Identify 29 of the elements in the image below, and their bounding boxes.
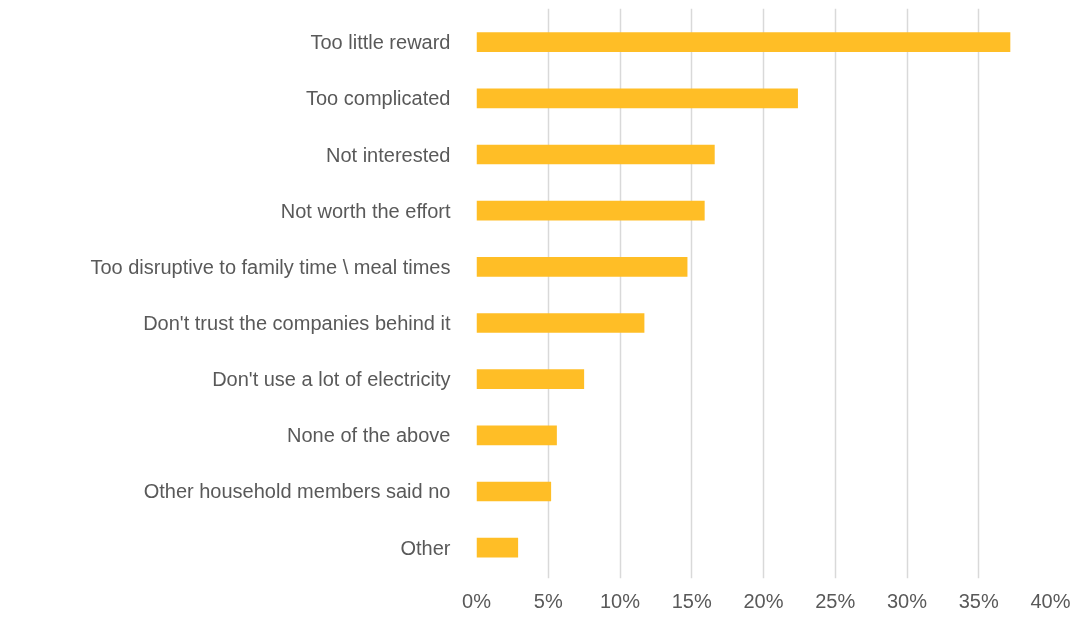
x-tick-label: 0% <box>462 589 492 612</box>
bar <box>476 369 585 389</box>
y-tick-label: Not worth the effort <box>280 199 451 222</box>
x-tick-label: 25% <box>815 589 856 612</box>
x-tick-label: 40% <box>1030 589 1071 612</box>
bar <box>476 88 798 109</box>
x-tick-label: 20% <box>743 589 784 612</box>
y-tick-label: Too little reward <box>310 31 451 54</box>
y-tick-label: Too complicated <box>305 87 451 110</box>
x-tick-label: 10% <box>599 589 641 612</box>
y-tick-label: None of the above <box>287 424 451 447</box>
y-tick-label: Other <box>400 536 451 559</box>
x-tick-label: 5% <box>533 589 563 612</box>
bar <box>476 313 645 333</box>
y-tick-label: Other household members said no <box>143 480 451 503</box>
y-tick-label: Too disruptive to family time \ meal times <box>90 255 451 278</box>
bar <box>476 144 715 165</box>
bar <box>476 425 557 446</box>
x-tick-label: 15% <box>671 589 712 612</box>
bar <box>476 481 552 502</box>
bar <box>476 537 519 558</box>
bar <box>476 257 688 277</box>
y-tick-label: Not interested <box>325 143 451 166</box>
x-tick-label: 30% <box>886 589 928 612</box>
bar <box>476 32 1011 53</box>
y-tick-label: Don't use a lot of electricity <box>212 368 451 391</box>
bar <box>476 200 705 221</box>
y-tick-label: Don't trust the companies behind it <box>143 311 451 334</box>
x-tick-label: 35% <box>958 589 999 612</box>
